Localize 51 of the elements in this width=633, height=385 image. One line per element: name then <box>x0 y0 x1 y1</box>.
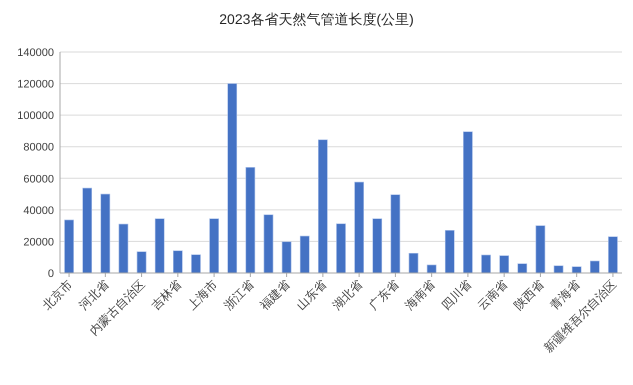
bar <box>318 139 328 274</box>
bar <box>154 218 165 274</box>
x-tick-label: 上海市 <box>184 277 220 313</box>
y-tick-label: 40000 <box>23 204 54 217</box>
bar <box>227 83 238 274</box>
bar <box>100 194 110 274</box>
x-tick-label: 云南省 <box>474 277 510 313</box>
y-tick-label: 20000 <box>23 236 54 248</box>
bar <box>426 264 436 274</box>
x-tick-label: 四川省 <box>438 277 474 313</box>
bar <box>408 252 418 274</box>
bar <box>64 220 74 274</box>
bar <box>173 250 183 274</box>
bar <box>246 167 256 274</box>
bar <box>444 230 455 274</box>
bar <box>372 218 382 274</box>
y-tick-label: 0 <box>48 268 54 280</box>
x-tick-label: 浙江省 <box>221 277 256 313</box>
x-tick-label: 北京市 <box>40 277 76 313</box>
y-tick-label: 80000 <box>23 142 54 154</box>
bar <box>590 260 600 274</box>
bar <box>300 236 310 274</box>
bar <box>136 251 146 274</box>
bar <box>390 194 400 274</box>
y-tick-label: 140000 <box>17 47 54 59</box>
bar <box>209 218 219 274</box>
bar <box>82 188 92 274</box>
bar <box>282 241 292 274</box>
bar <box>608 236 618 274</box>
x-tick-label: 山东省 <box>294 277 329 313</box>
bar <box>191 254 201 274</box>
x-tick-label: 陕西省 <box>511 277 547 313</box>
x-tick-label: 吉林省 <box>148 277 184 313</box>
x-tick-label: 湖北省 <box>330 277 366 313</box>
chart-title: 2023各省天然气管道长度(公里) <box>219 11 414 27</box>
bar <box>536 225 546 274</box>
bar <box>554 265 564 274</box>
bar <box>463 131 473 274</box>
bar <box>499 255 509 274</box>
bar <box>118 224 128 274</box>
bar <box>481 254 491 274</box>
bar <box>336 223 346 274</box>
y-tick-label: 120000 <box>17 78 54 91</box>
y-tick-label: 60000 <box>23 173 54 186</box>
bar <box>354 182 364 274</box>
bar <box>517 263 528 274</box>
x-tick-label: 海南省 <box>402 277 438 313</box>
x-tick-label: 福建省 <box>257 277 293 313</box>
x-tick-label: 广东省 <box>366 277 402 313</box>
y-tick-label: 100000 <box>17 110 54 122</box>
bar <box>264 214 274 274</box>
